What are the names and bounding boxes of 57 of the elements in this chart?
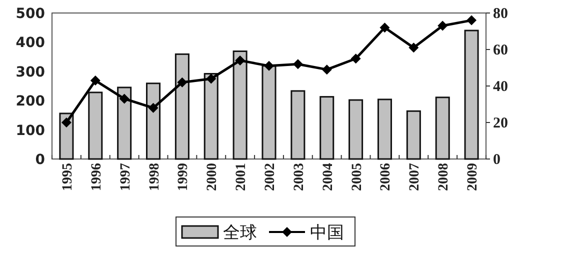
x-tick-label: 2002: [263, 163, 278, 191]
bar: [146, 82, 161, 160]
x-tick-label: 1997: [118, 163, 134, 191]
x-tick-label: 1996: [89, 163, 104, 191]
x-tick-label: 2004: [320, 163, 336, 191]
bar: [174, 53, 190, 160]
y-tick-label: 300: [16, 64, 46, 80]
point: [148, 102, 158, 113]
point: [177, 77, 188, 88]
bar: [377, 98, 392, 160]
y2-tick-label: 20: [493, 116, 508, 132]
point: [292, 59, 303, 70]
x-tick-label: 2003: [292, 163, 307, 191]
point: [438, 20, 448, 31]
bar: [290, 90, 306, 160]
bar: [204, 72, 218, 160]
y2-tick-label: 0: [493, 152, 500, 168]
y2-tick-label: 60: [493, 42, 508, 58]
bar: [406, 110, 421, 160]
bar: [464, 30, 479, 160]
point: [408, 42, 419, 53]
bar: [232, 50, 248, 160]
x-tick-label: 2007: [408, 163, 423, 191]
x-tick-label: 2006: [378, 163, 394, 191]
x-tick-label: 2009: [466, 163, 481, 191]
x-tick-label: 2008: [436, 163, 452, 191]
point: [90, 76, 100, 86]
x-tick-label: 2000: [205, 163, 220, 191]
point: [264, 60, 274, 71]
bar: [435, 96, 450, 160]
x-tick-label: 1995: [60, 163, 76, 191]
x-tick-label: 1999: [176, 163, 192, 191]
y2-tick-label: 80: [493, 6, 508, 22]
point: [322, 64, 332, 75]
bar: [88, 92, 103, 160]
legend-label: 全球: [223, 223, 257, 242]
y-tick-label: 400: [16, 35, 46, 52]
point: [61, 118, 72, 128]
y-tick-label: 0: [35, 152, 46, 168]
point: [119, 94, 130, 104]
bar: [262, 65, 276, 160]
x-tick-label: 1998: [147, 163, 162, 191]
point: [206, 74, 216, 84]
y-tick-label: 200: [16, 94, 46, 110]
x-tick-label: 2005: [350, 163, 365, 191]
point: [235, 55, 246, 66]
y-tick-label: 500: [16, 6, 46, 22]
bar: [320, 96, 334, 160]
point: [466, 15, 477, 26]
y-tick-label: 100: [16, 122, 46, 139]
y2-tick-label: 40: [493, 79, 508, 95]
x-tick-label: 2001: [234, 163, 250, 191]
bar: [348, 99, 364, 160]
bar: [117, 86, 132, 160]
point: [350, 54, 361, 64]
point: [380, 22, 390, 33]
legend-label: 中国: [310, 223, 344, 242]
